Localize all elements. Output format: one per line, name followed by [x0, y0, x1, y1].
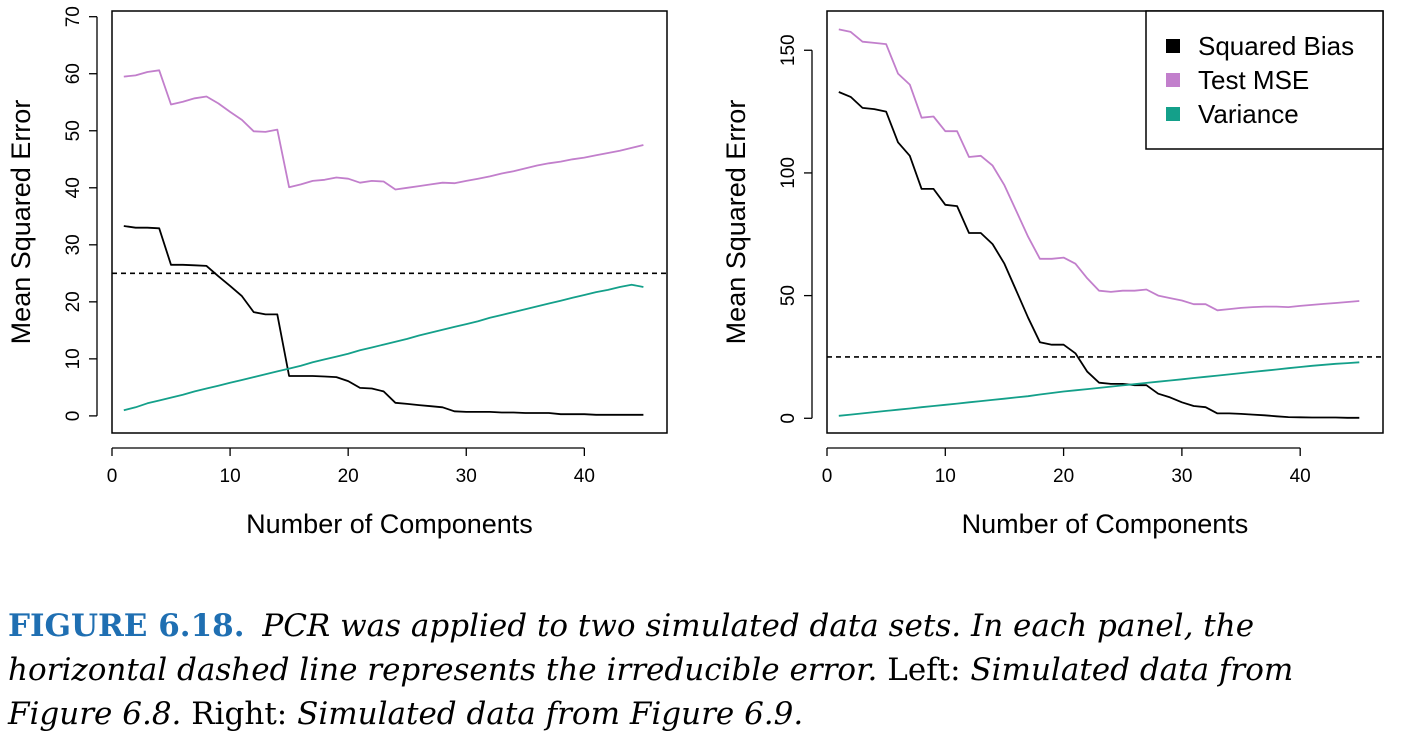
- y-tick-label: 50: [63, 120, 84, 141]
- caption-right-text: Simulated data from Figure 6.9.: [297, 696, 804, 732]
- y-tick-label: 100: [778, 157, 799, 189]
- series-line-squared-bias: [123, 225, 644, 416]
- legend-swatch-squared-bias: [1166, 39, 1180, 53]
- plot-frame: [111, 10, 668, 434]
- x-tick-label: 30: [1171, 466, 1192, 487]
- legend-label-test-mse: Test MSE: [1198, 65, 1309, 95]
- x-tick-label: 20: [1053, 466, 1074, 487]
- x-tick-label: 0: [107, 466, 118, 487]
- caption-right-label: Right:: [191, 696, 288, 732]
- legend-swatch-variance: [1166, 107, 1180, 121]
- y-tick-label: 0: [63, 411, 84, 422]
- x-tick-label: 40: [1290, 466, 1311, 487]
- y-tick-label: 10: [63, 348, 84, 369]
- y-tick-label: 30: [63, 234, 84, 255]
- series-line-test-mse: [123, 69, 644, 191]
- plot-frame: [826, 10, 1384, 434]
- series-line-variance: [123, 283, 644, 412]
- y-tick-label: 50: [778, 285, 799, 306]
- caption-label: FIGURE 6.18.: [8, 608, 245, 644]
- left-panel: 0 10 20 30 40 Number of Components 0 10 20 30 40 50…: [6, 6, 668, 539]
- legend-label-squared-bias: Squared Bias: [1198, 31, 1354, 61]
- y-tick-label: 150: [778, 34, 799, 66]
- series-line-squared-bias: [838, 91, 1360, 419]
- legend-label-variance: Variance: [1198, 99, 1299, 129]
- x-axis-label: Number of Components: [962, 509, 1249, 539]
- figure-caption: FIGURE 6.18. PCR was applied to two simu…: [8, 604, 1403, 736]
- x-tick-label: 40: [574, 466, 595, 487]
- x-tick-label: 10: [935, 466, 956, 487]
- y-tick-label: 60: [63, 63, 84, 84]
- series-line-variance: [838, 361, 1360, 417]
- x-tick-label: 30: [456, 466, 477, 487]
- legend-box: [1145, 10, 1384, 150]
- x-tick-label: 20: [338, 466, 359, 487]
- y-tick-label: 0: [778, 413, 799, 424]
- y-tick-label: 20: [63, 291, 84, 312]
- caption-left-text: Simulated data from Figure 6.8.: [8, 652, 1294, 732]
- y-axis-label: Mean Squared Error: [721, 100, 751, 345]
- right-panel: 0 10 20 30 40 Number of Components 0 50 100 150 Me…: [721, 10, 1384, 539]
- y-axis-label: Mean Squared Error: [6, 100, 36, 345]
- caption-left-label: Left:: [887, 652, 961, 688]
- x-tick-label: 0: [822, 466, 833, 487]
- series-line-test-mse: [838, 28, 1360, 312]
- x-tick-label: 10: [220, 466, 241, 487]
- caption-main-text: PCR was applied to two simulated data se…: [8, 608, 1255, 688]
- y-tick-label: 40: [63, 177, 84, 198]
- y-tick-label: 70: [63, 6, 84, 27]
- legend-swatch-test-mse: [1166, 73, 1180, 87]
- figure: 0 10 20 30 40 Number of Components 0 10 20 30 40 50…: [6, 6, 1384, 539]
- x-axis-label: Number of Components: [246, 509, 533, 539]
